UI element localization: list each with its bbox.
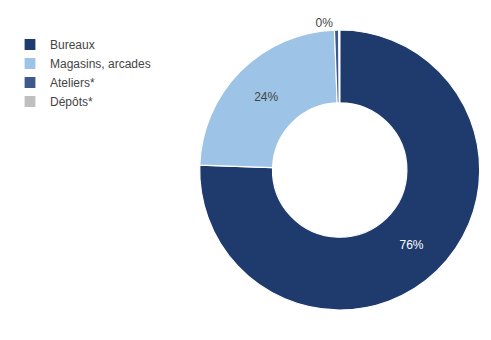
- svg-text:24%: 24%: [254, 90, 278, 104]
- svg-text:Dépôts*: Dépôts*: [50, 95, 93, 109]
- svg-text:Ateliers*: Ateliers*: [50, 76, 95, 90]
- svg-text:Magasins, arcades: Magasins, arcades: [50, 57, 151, 71]
- svg-text:76%: 76%: [400, 238, 424, 252]
- svg-text:Bureaux: Bureaux: [50, 38, 95, 52]
- svg-text:0%: 0%: [315, 16, 333, 30]
